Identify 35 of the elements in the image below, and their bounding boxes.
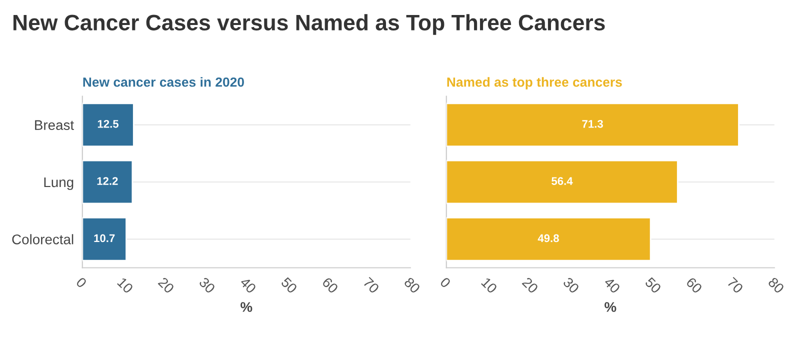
bar <box>446 217 652 262</box>
x-tick-label: 0 <box>76 276 88 288</box>
data-label: 12.2 <box>97 177 118 185</box>
x-tick-label: 80 <box>768 276 785 294</box>
bar <box>446 102 740 147</box>
data-label: 10.7 <box>94 234 115 242</box>
chart-subtitle: New cancer cases in 2020 <box>83 77 244 87</box>
x-tick-label: 20 <box>522 276 539 294</box>
y-tick-label: Breast <box>35 120 74 130</box>
y-tick-label: Lung <box>44 177 74 190</box>
x-tick-label: 50 <box>644 276 662 294</box>
x-tick-label: 40 <box>603 276 621 294</box>
x-tick-label: 20 <box>158 276 175 294</box>
x-tick-label: 60 <box>322 276 339 294</box>
x-tick-label: 60 <box>686 276 703 294</box>
x-tick-label: 70 <box>726 276 744 294</box>
data-label: 12.5 <box>98 120 119 128</box>
x-tick-label: 10 <box>480 277 498 294</box>
x-tick-label: 40 <box>239 276 257 294</box>
x-tick-label: 50 <box>280 276 298 294</box>
x-tick-label: 80 <box>404 276 421 294</box>
x-axis-title: % <box>240 302 252 312</box>
y-tick-label: Colorectal <box>12 234 74 244</box>
x-tick-label: 70 <box>362 276 380 294</box>
x-tick-label: 10 <box>116 277 134 294</box>
x-tick-label: 30 <box>198 276 216 294</box>
bar <box>446 160 678 204</box>
data-label: 56.4 <box>552 177 573 185</box>
x-axis-title: % <box>604 302 616 312</box>
chart-title: New Cancer Cases versus Named as Top Three Cancers <box>13 14 605 35</box>
x-tick-label: 0 <box>440 276 452 288</box>
data-label: 71.3 <box>582 120 603 128</box>
data-label: 49.8 <box>538 234 559 242</box>
chart-subtitle: Named as top three cancers <box>447 77 622 90</box>
x-tick-label: 30 <box>562 276 580 294</box>
